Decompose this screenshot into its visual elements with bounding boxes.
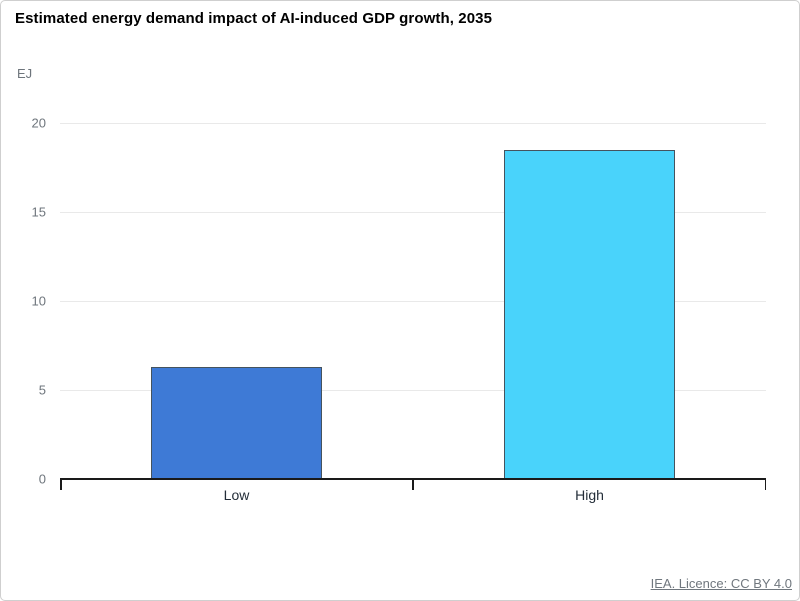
bar-low[interactable] bbox=[151, 366, 322, 479]
y-tick-label-20: 20 bbox=[31, 115, 46, 131]
bar-high[interactable] bbox=[504, 149, 675, 479]
plot-area: 0 5 10 15 20 Low High bbox=[32, 116, 766, 503]
x-axis-category-labels: Low High bbox=[60, 487, 766, 503]
licence-link[interactable]: IEA. Licence: CC BY 4.0 bbox=[650, 576, 792, 591]
x-axis-tick-left bbox=[60, 479, 62, 490]
bar-cell-low bbox=[60, 123, 413, 479]
gridline-5 bbox=[60, 390, 766, 391]
x-label-low: Low bbox=[223, 487, 250, 503]
y-tick-label-10: 10 bbox=[31, 293, 46, 309]
y-tick-label-15: 15 bbox=[31, 204, 46, 220]
x-axis-tick-middle bbox=[412, 479, 414, 490]
x-axis-tick-right bbox=[764, 479, 766, 490]
bar-cell-high bbox=[413, 123, 766, 479]
bars-layer bbox=[60, 123, 766, 479]
y-axis-unit-label: EJ bbox=[17, 66, 33, 81]
y-tick-label-0: 0 bbox=[38, 471, 46, 487]
x-label-high: High bbox=[575, 487, 604, 503]
gridline-15 bbox=[60, 212, 766, 213]
y-tick-label-5: 5 bbox=[38, 382, 46, 398]
chart-title: Estimated energy demand impact of AI-ind… bbox=[15, 10, 493, 27]
gridline-10 bbox=[60, 301, 766, 302]
gridline-20 bbox=[60, 123, 766, 124]
